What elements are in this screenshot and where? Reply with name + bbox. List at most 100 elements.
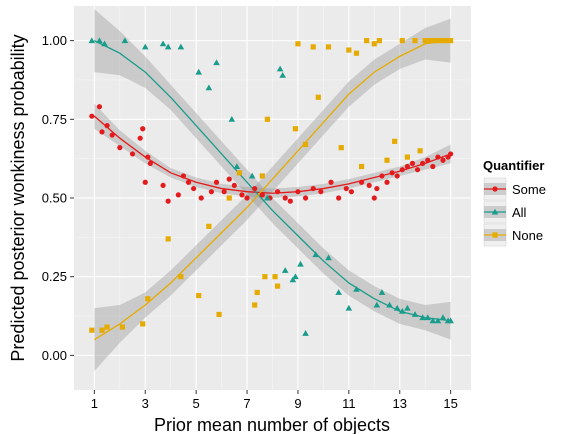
point-all: [141, 43, 149, 50]
point-some: [99, 129, 105, 135]
point-none: [236, 170, 243, 176]
y-tick-label: 0.75: [42, 112, 67, 127]
point-none: [272, 274, 278, 280]
point-none: [315, 94, 321, 100]
point-none: [399, 38, 405, 44]
legend-item-all: All: [483, 200, 527, 224]
point-none: [140, 321, 146, 327]
point-some: [295, 189, 301, 195]
legend-item-some: Some: [483, 177, 546, 201]
point-some: [318, 189, 324, 195]
point-some: [274, 189, 281, 195]
point-none: [432, 38, 438, 44]
point-some: [145, 154, 151, 160]
point-all: [279, 71, 286, 78]
fit-line-none: [94, 39, 451, 341]
point-some: [160, 182, 166, 189]
point-none: [384, 157, 390, 163]
point-none: [338, 145, 344, 151]
point-none: [442, 38, 449, 44]
point-some: [213, 179, 220, 185]
point-some: [358, 179, 365, 185]
y-tick-label: 0.25: [42, 269, 67, 284]
point-none: [165, 236, 171, 242]
y-axis: 0.00 0.25 0.50 0.75 1.00: [42, 33, 74, 363]
point-all: [447, 317, 454, 324]
point-none: [264, 116, 271, 122]
point-some: [336, 195, 342, 201]
point-some: [435, 154, 441, 160]
legend-label-none: None: [512, 228, 543, 243]
point-all: [276, 65, 284, 72]
point-some: [96, 104, 103, 110]
point-none: [254, 289, 260, 296]
point-none: [346, 47, 352, 53]
point-all: [164, 43, 172, 50]
point-none: [216, 311, 222, 318]
x-tick-label: 7: [243, 396, 250, 411]
point-some: [430, 163, 436, 170]
point-none: [427, 38, 433, 44]
point-all: [292, 273, 299, 280]
x-axis: 1 3 5 7 9 11 13 15: [91, 390, 458, 411]
point-some: [109, 132, 115, 138]
point-all: [439, 314, 447, 321]
legend-title: Quantifier: [483, 158, 544, 173]
point-none: [99, 327, 105, 333]
point-all: [373, 301, 381, 308]
point-none: [358, 163, 365, 170]
point-some: [394, 173, 400, 179]
legend-key-marker: [491, 208, 499, 215]
point-none: [353, 50, 360, 56]
data-points: [88, 37, 454, 336]
point-all: [411, 311, 419, 317]
point-some: [221, 189, 227, 195]
point-all: [378, 289, 386, 295]
point-some: [420, 160, 426, 166]
point-some: [147, 160, 153, 166]
point-none: [364, 38, 370, 44]
point-all: [264, 194, 271, 201]
point-some: [287, 198, 293, 204]
point-some: [371, 195, 377, 201]
point-all: [325, 254, 332, 261]
x-tick-label: 11: [342, 396, 356, 411]
point-none: [145, 296, 151, 302]
point-all: [159, 40, 167, 47]
point-all: [404, 304, 411, 311]
point-all: [228, 116, 236, 122]
x-axis-title: Prior mean number of objects: [154, 415, 390, 434]
point-all: [419, 314, 426, 321]
point-all: [121, 37, 129, 44]
point-all: [289, 276, 297, 283]
point-some: [366, 182, 372, 189]
point-none: [392, 138, 398, 144]
point-some: [399, 167, 405, 173]
point-all: [429, 317, 437, 324]
point-all: [177, 43, 185, 50]
point-some: [175, 192, 181, 198]
point-none: [104, 324, 110, 330]
legend: Quantifier Some All None: [483, 158, 546, 247]
y-tick-label: 1.00: [42, 33, 67, 48]
point-some: [142, 179, 148, 185]
legend-label-some: Some: [512, 182, 546, 197]
point-none: [422, 38, 428, 44]
point-some: [259, 192, 265, 198]
point-some: [409, 160, 416, 166]
point-some: [208, 189, 215, 195]
point-all: [386, 301, 393, 308]
point-some: [129, 151, 136, 157]
x-tick-label: 15: [443, 396, 457, 411]
legend-key-marker: [492, 186, 498, 192]
point-some: [104, 123, 110, 129]
point-none: [119, 324, 125, 330]
x-tick-label: 5: [193, 396, 200, 411]
point-none: [178, 274, 184, 280]
point-none: [252, 302, 258, 308]
point-none: [274, 283, 281, 289]
point-some: [328, 179, 334, 185]
point-some: [374, 185, 380, 192]
point-some: [231, 182, 237, 189]
